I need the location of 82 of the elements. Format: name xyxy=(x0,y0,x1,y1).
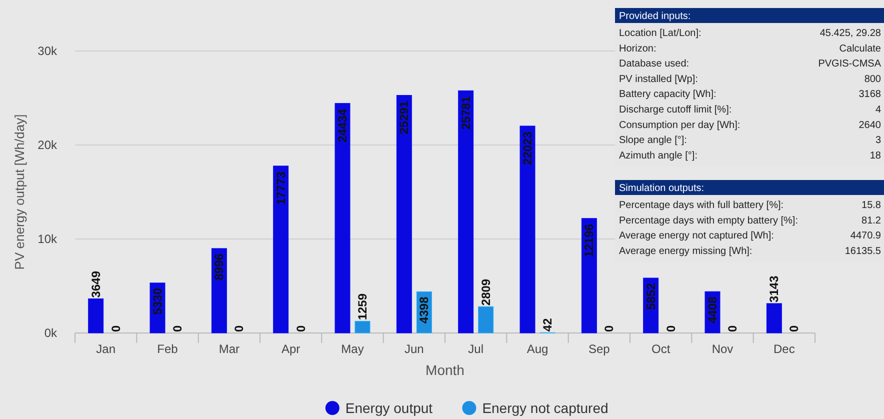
bar xyxy=(354,320,370,334)
annotation: Percentage days with empty battery [%]: xyxy=(619,215,798,226)
y-axis-title: PV energy output [Wh/day] xyxy=(12,114,27,270)
data-label: 0 xyxy=(787,325,802,332)
annotation: Average energy missing [Wh]: xyxy=(619,246,752,257)
x-axis-title: Month xyxy=(426,362,464,378)
annotation: Database used: xyxy=(619,58,690,70)
bar xyxy=(273,166,289,334)
data-label: 24434 xyxy=(336,108,350,142)
data-label: 5852 xyxy=(644,282,658,310)
x-tick-label: Jun xyxy=(404,342,424,356)
annotation: Consumption per day [Wh]: xyxy=(619,120,740,131)
text: 18 xyxy=(870,150,882,162)
bar xyxy=(88,298,104,334)
x-tick-label: Dec xyxy=(773,342,795,356)
y-tick-label: 0k xyxy=(44,326,58,340)
data-label: 0 xyxy=(232,325,246,332)
data-label: 0 xyxy=(726,325,740,332)
data-label: 25291 xyxy=(397,100,412,134)
annotation: Slope angle [°]: xyxy=(619,135,687,146)
x-tick-label: Feb xyxy=(157,342,178,356)
annotation: Percentage days with full battery [%]: xyxy=(619,200,784,211)
text: 16135.5 xyxy=(844,246,882,257)
x-tick-label: Nov xyxy=(712,342,734,356)
text: Simulation outputs: xyxy=(619,183,704,194)
data-label: 1259 xyxy=(356,293,370,320)
text: 4 xyxy=(875,104,882,116)
data-label: 0 xyxy=(602,325,616,332)
text: 2640 xyxy=(858,120,882,131)
annotation: Azimuth angle [°]: xyxy=(619,150,698,162)
data-label: 12196 xyxy=(582,224,596,258)
text: 3168 xyxy=(858,89,882,100)
bar xyxy=(334,103,350,334)
bar xyxy=(766,303,782,334)
data-label: 4408 xyxy=(706,296,720,324)
data-label: 0 xyxy=(664,325,678,332)
data-label: 0 xyxy=(170,325,184,332)
bar xyxy=(458,90,474,334)
annotation: Battery capacity [Wh]: xyxy=(619,89,716,100)
y-tick-label: 20k xyxy=(38,138,58,152)
text: 81.2 xyxy=(862,215,882,226)
legend-label: Energy not captured xyxy=(482,400,608,416)
x-tick-label: Oct xyxy=(651,342,671,356)
y-tick-label: 10k xyxy=(38,232,58,246)
data-label: 4398 xyxy=(417,296,432,324)
annotation: Average energy not captured [Wh]: xyxy=(619,230,774,242)
data-label: 17773 xyxy=(274,171,288,205)
x-tick-label: May xyxy=(341,342,364,356)
data-label: 3649 xyxy=(88,270,103,298)
data-label: 25781 xyxy=(458,96,473,130)
data-label: 0 xyxy=(294,325,308,332)
text: 4470.9 xyxy=(850,230,882,242)
y-tick-label: 30k xyxy=(38,44,58,58)
text: 45.425, 29.28 xyxy=(820,28,882,39)
bar xyxy=(396,95,412,334)
text: Calculate xyxy=(839,43,882,54)
x-tick-label: Sep xyxy=(588,342,610,356)
data-label: 5330 xyxy=(150,288,164,315)
text: PVGIS-CMSA xyxy=(818,58,882,70)
x-tick-label: Jul xyxy=(468,342,484,356)
x-tick-label: Mar xyxy=(218,342,240,356)
annotation: Horizon: xyxy=(619,43,656,54)
text: 15.8 xyxy=(862,200,882,211)
legend-label: Energy output xyxy=(345,400,433,416)
bar xyxy=(478,306,494,334)
bar xyxy=(581,218,597,334)
x-tick-label: Jan xyxy=(96,342,116,356)
x-tick-label: Apr xyxy=(281,342,300,356)
text: 800 xyxy=(864,74,882,85)
bar xyxy=(520,126,536,334)
annotation: Discharge cutoff limit [%]: xyxy=(619,104,732,116)
text: Location [Lat/Lon]: xyxy=(619,28,702,39)
text: 3 xyxy=(875,135,882,146)
annotation: PV installed [Wp]: xyxy=(619,74,698,85)
x-tick-label: Aug xyxy=(526,342,548,356)
data-label: 0 xyxy=(108,325,123,332)
data-label: 2809 xyxy=(478,278,493,306)
data-label: 8996 xyxy=(212,253,226,280)
data-label: 22023 xyxy=(520,131,534,165)
data-label: 42 xyxy=(540,318,554,332)
text: Provided inputs: xyxy=(619,11,691,22)
data-label: 3143 xyxy=(767,275,782,302)
